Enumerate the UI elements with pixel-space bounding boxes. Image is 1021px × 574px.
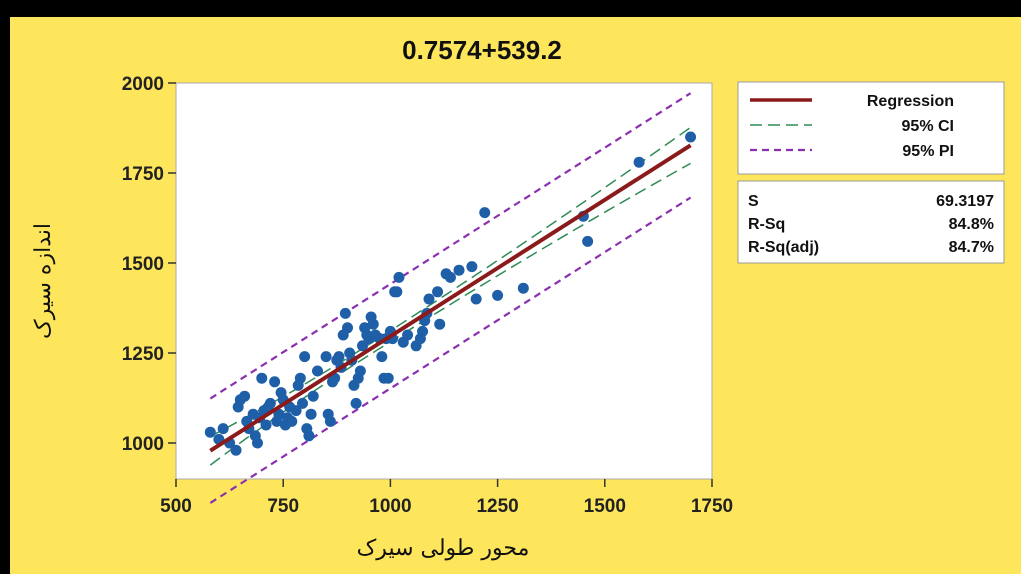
y-tick-label: 1500 [122,254,164,275]
data-point [479,207,491,219]
data-point [294,372,306,384]
data-point [286,415,298,427]
x-tick-label: 750 [267,496,299,517]
data-point [434,318,446,330]
data-point [290,405,302,417]
y-tick-label: 2000 [122,74,164,95]
data-point [633,156,645,168]
data-point [299,351,311,363]
data-point [256,372,268,384]
data-point [367,318,379,330]
y-axis-label: اندازه سیرک [31,223,56,339]
data-point [239,390,251,402]
stat-value: 69.3197 [936,193,994,210]
stats-box: S 69.3197 R-Sq 84.8% R-Sq(adj) 84.7% [737,180,1005,264]
stat-name: S [748,193,759,210]
pi-lower-line [209,196,692,504]
data-point [393,271,405,283]
ci-upper-line [209,126,692,437]
data-point [342,322,354,334]
y-tick-label: 1000 [122,434,164,455]
legend-label: 95% PI [902,143,954,160]
y-tick-label: 1750 [122,164,164,185]
legend-label: Regression [867,93,954,110]
data-point [492,289,504,301]
stats-box-frame [737,180,1005,264]
data-point [273,408,285,420]
y-axis: 1000 1250 1500 1750 2000 [122,74,176,455]
y-tick-label: 1250 [122,344,164,365]
x-tick-label: 1500 [584,496,626,517]
data-point [269,376,281,388]
data-point [466,261,478,273]
legend: Regression 95% CI 95% PI [737,81,1005,175]
legend-label: 95% CI [902,118,954,135]
data-point [260,419,272,431]
prediction-interval-lines [209,92,692,504]
data-point [391,286,403,298]
data-point [264,397,276,409]
data-point [296,397,308,409]
stat-value: 84.8% [949,216,994,233]
data-point [307,390,319,402]
x-axis-label: محور طولی سیرک [357,536,530,561]
data-point [432,286,444,298]
data-point [685,131,697,143]
data-point [423,293,435,305]
data-point [376,351,388,363]
pi-upper-line [209,92,692,400]
data-point [324,415,336,427]
data-point [251,437,263,449]
data-point [444,271,456,283]
data-point [382,372,394,384]
data-point [204,426,216,438]
x-tick-label: 1750 [691,496,733,517]
regression-line [209,143,692,453]
data-point [350,397,362,409]
data-point [517,282,529,294]
data-point [357,340,369,352]
data-point [333,351,345,363]
data-point [303,430,315,442]
x-tick-label: 1250 [476,496,518,517]
legend-box [737,81,1005,175]
data-point [217,423,229,435]
data-point [453,264,465,276]
data-points [204,131,697,456]
stat-value: 84.7% [949,239,994,256]
chart-title: 0.7574+539.2 [402,35,562,65]
data-point [354,365,366,377]
data-point [230,444,242,456]
data-point [339,307,351,319]
stat-name: R-Sq [748,216,785,233]
regression-line-stroke [209,143,692,453]
data-point [312,365,324,377]
data-point [402,329,414,341]
x-tick-label: 500 [160,496,192,517]
x-axis: 500 750 1000 1250 1500 1750 [160,479,733,517]
stat-name: R-Sq(adj) [748,239,819,256]
data-point [582,235,594,247]
data-point [417,325,429,337]
data-point [305,408,317,420]
data-point [320,351,332,363]
data-point [470,293,482,305]
x-tick-label: 1000 [369,496,411,517]
